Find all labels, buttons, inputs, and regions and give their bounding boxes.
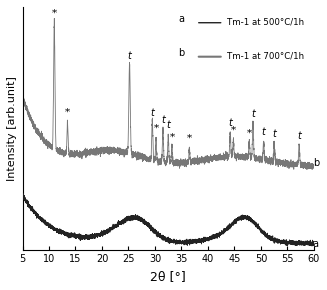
Text: a: a	[179, 14, 184, 24]
Text: b: b	[313, 158, 319, 168]
Text: b: b	[179, 48, 185, 58]
Y-axis label: Intensity [arb.unit]: Intensity [arb.unit]	[7, 76, 17, 181]
Text: t: t	[166, 120, 170, 130]
Text: t: t	[128, 51, 131, 61]
Text: *: *	[187, 134, 192, 143]
Text: t: t	[228, 118, 232, 128]
Text: t: t	[262, 127, 266, 137]
Text: *: *	[52, 8, 57, 17]
X-axis label: 2θ [°]: 2θ [°]	[150, 270, 186, 283]
Text: Tm-1 at 500°C/1h: Tm-1 at 500°C/1h	[227, 18, 304, 27]
Text: t: t	[161, 115, 165, 126]
Text: *: *	[65, 107, 70, 116]
Text: t: t	[150, 108, 154, 118]
Text: t: t	[272, 129, 276, 139]
Text: Tm-1 at 700°C/1h: Tm-1 at 700°C/1h	[227, 52, 304, 61]
Text: a: a	[313, 239, 319, 249]
Text: t: t	[297, 131, 301, 141]
Text: *: *	[153, 124, 159, 133]
Text: t: t	[251, 109, 255, 119]
Text: *: *	[247, 128, 252, 137]
Text: *: *	[169, 133, 175, 142]
Text: *: *	[231, 126, 236, 135]
